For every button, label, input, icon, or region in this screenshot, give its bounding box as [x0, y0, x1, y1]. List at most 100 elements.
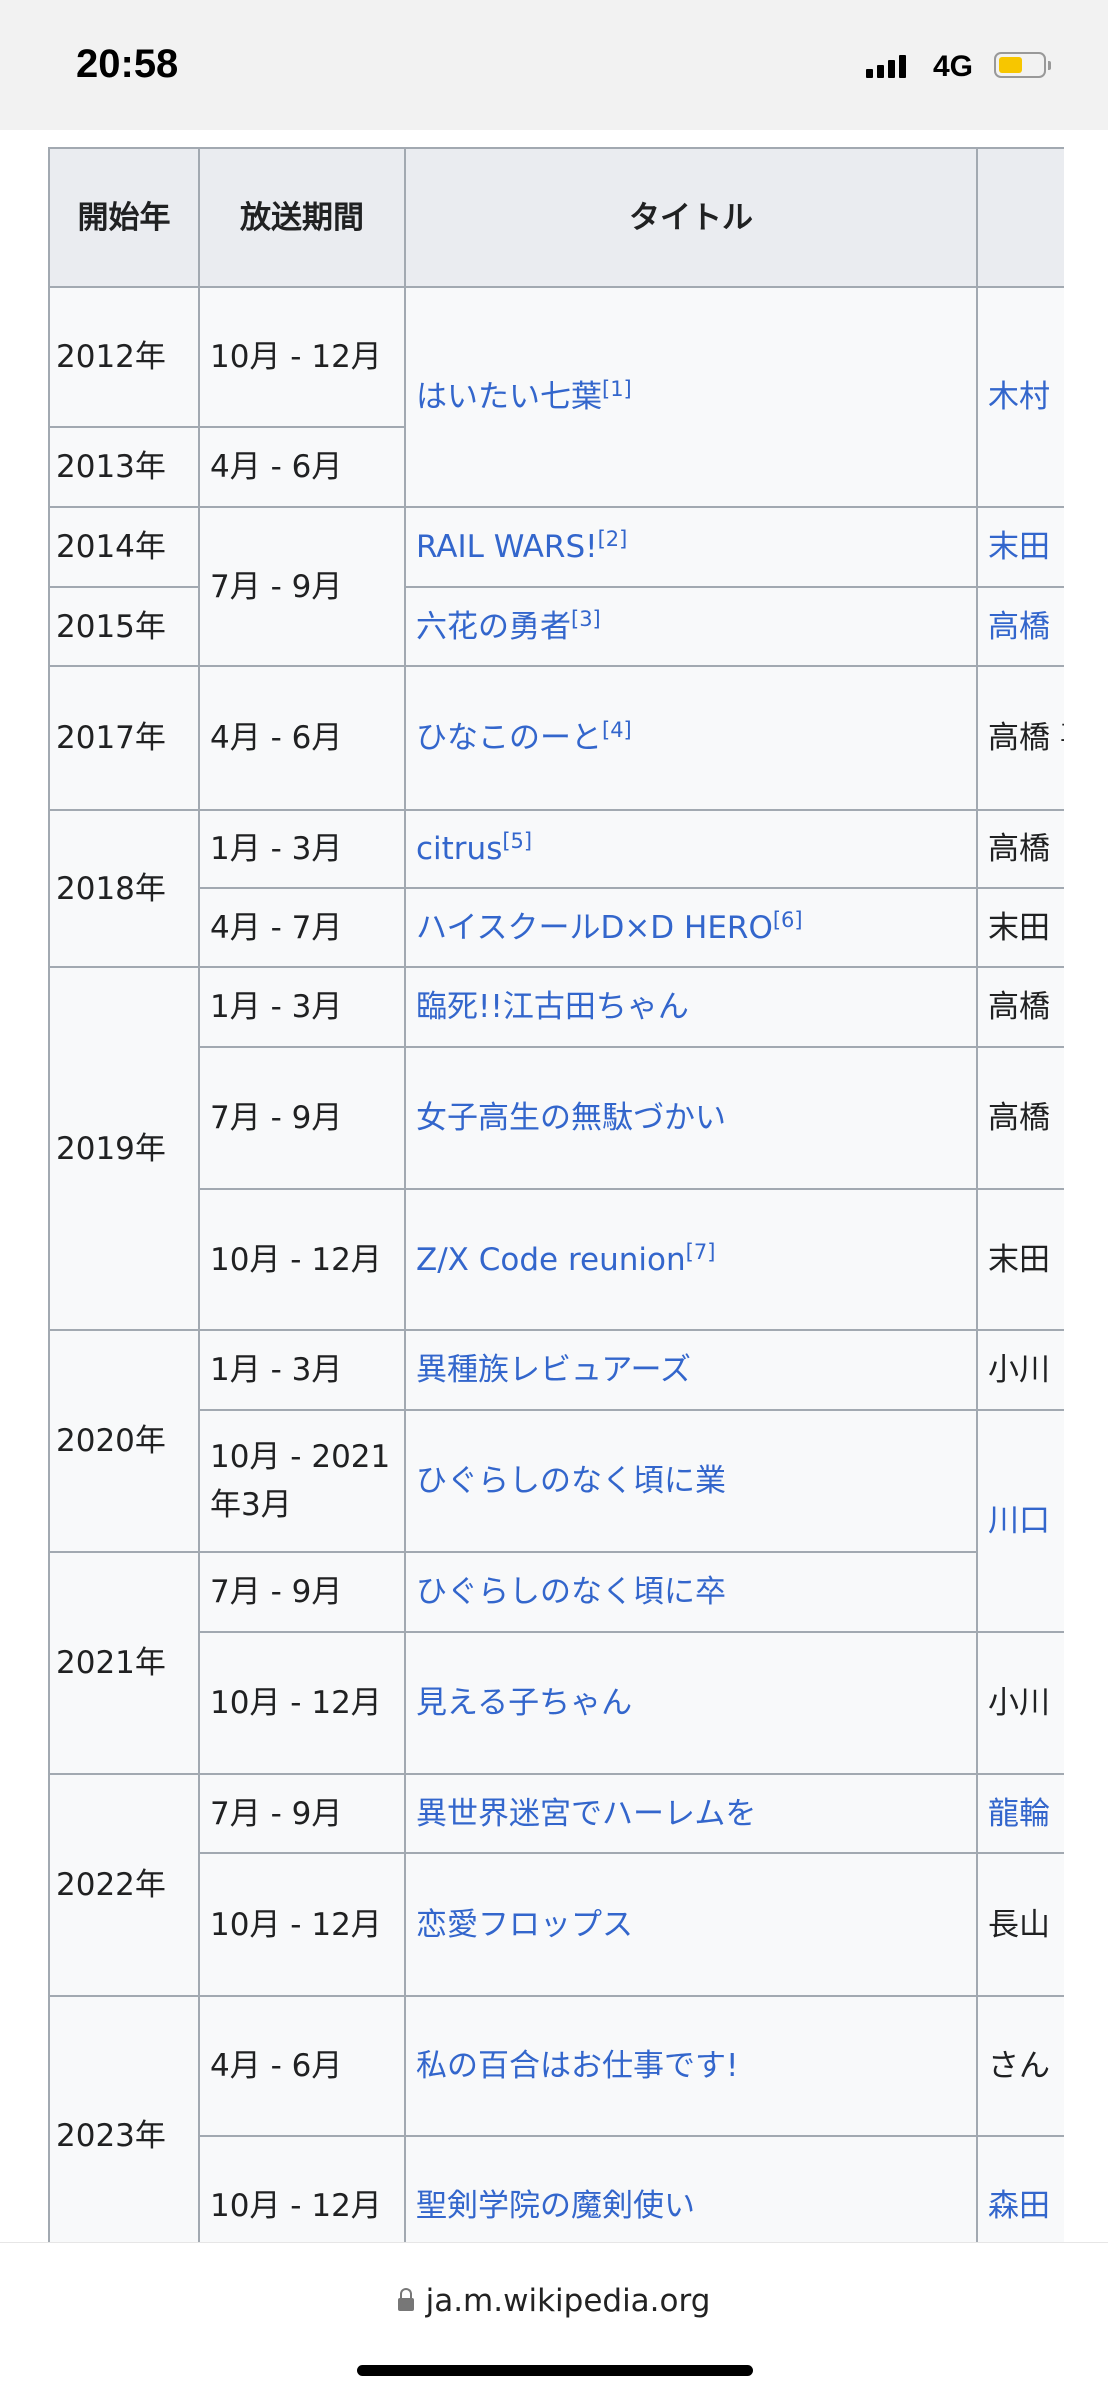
- cell-title: 恋愛フロップス: [404, 1852, 978, 1997]
- cell-title: 異世界迷宮でハーレムを: [404, 1773, 978, 1854]
- cell-period: 1月 - 3月: [198, 809, 406, 889]
- cell-title: RAIL WARS![2]: [404, 506, 978, 588]
- page-content: 開始年 放送期間 タイトル 2012年 10月 - 12月 はいたい七葉[1] 木村 2…: [0, 130, 1108, 2242]
- staff-link[interactable]: 森田: [988, 2188, 1050, 2224]
- cell-period: 10月 - 12月: [198, 1188, 406, 1331]
- staff-text: 高橋: [988, 989, 1050, 1025]
- title-link[interactable]: RAIL WARS!: [416, 529, 598, 565]
- reference-link[interactable]: [5]: [502, 829, 533, 853]
- title-link[interactable]: citrus: [416, 831, 503, 867]
- table-row: 10月 - 12月 見える子ちゃん 小川: [49, 1631, 1064, 1775]
- cell-staff: 高橋: [976, 809, 1064, 889]
- cell-title: ひぐらしのなく頃に卒: [404, 1551, 978, 1633]
- staff-text: 高橋: [988, 831, 1050, 867]
- title-link[interactable]: 見える子ちゃん: [416, 1685, 633, 1721]
- table-row: 2023年 4月 - 6月 私の百合はお仕事です! さん: [48, 1995, 1064, 2242]
- title-link[interactable]: Z/X Code reunion: [416, 1241, 686, 1278]
- staff-text: 末田: [988, 909, 1050, 946]
- cell-year: 2014年: [48, 506, 200, 588]
- cell-period: 10月 - 12月: [198, 286, 406, 428]
- cell-period: 10月 - 12月: [198, 1852, 406, 1997]
- cell-title: 異種族レビュアーズ: [404, 1329, 978, 1411]
- cell-staff: 高橋: [976, 966, 1064, 1048]
- cell-year: 2013年: [48, 426, 200, 508]
- reference-link[interactable]: [3]: [571, 606, 601, 631]
- cell-staff: 高橋 喜多: [976, 665, 1064, 811]
- cell-staff: 末田: [976, 506, 1064, 588]
- header-start-year: 開始年: [48, 147, 200, 288]
- header-title: タイトル: [404, 147, 978, 288]
- home-indicator[interactable]: [357, 2365, 753, 2376]
- cell-staff: 小川: [976, 1631, 1064, 1775]
- title-link[interactable]: ひぐらしのなく頃に業: [416, 1463, 726, 1499]
- cell-staff: 末田: [976, 1188, 1064, 1331]
- table-row: 2018年 1月 - 3月 citrus[5] 高橋: [48, 809, 1064, 968]
- title-link[interactable]: 異世界迷宮でハーレムを: [416, 1795, 757, 1832]
- url-text[interactable]: ja.m.wikipedia.org: [425, 2283, 711, 2319]
- title-link[interactable]: ハイスクールD×D HERO: [416, 909, 773, 946]
- staff-link[interactable]: 龍輪: [988, 1795, 1050, 1832]
- cell-title: 見える子ちゃん: [404, 1631, 978, 1775]
- table-row: 2019年 1月 - 3月 臨死!!江古田ちゃん 高橋: [48, 966, 1064, 1331]
- cell-year: 2017年: [48, 665, 200, 811]
- staff-link[interactable]: 木村: [988, 379, 1050, 415]
- cell-title: ひぐらしのなく頃に業: [404, 1409, 978, 1553]
- battery-icon: [994, 52, 1051, 78]
- cell-year: 2012年: [48, 286, 200, 428]
- cell-title: ハイスクールD×D HERO[6]: [404, 887, 978, 968]
- cell-period: 10月 - 12月: [198, 2135, 406, 2242]
- staff-link[interactable]: 川口: [988, 1503, 1050, 1539]
- cell-title: ひなこのーと[4]: [404, 665, 978, 811]
- table-scroll-container[interactable]: 開始年 放送期間 タイトル 2012年 10月 - 12月 はいたい七葉[1] 木村 2…: [48, 147, 1064, 2242]
- title-link[interactable]: 聖剣学院の魔剣使い: [416, 2188, 695, 2224]
- cell-period: 1月 - 3月: [198, 1329, 406, 1411]
- status-bar: 20:58 4G: [0, 0, 1108, 130]
- cell-staff: 川口: [976, 1409, 1064, 1633]
- cell-year: 2021年: [48, 1551, 200, 1775]
- reference-link[interactable]: [7]: [685, 1239, 716, 1264]
- browser-address-bar[interactable]: ja.m.wikipedia.org: [0, 2242, 1108, 2401]
- title-link[interactable]: ひなこのーと: [416, 720, 602, 756]
- cell-period: 7月 - 9月: [198, 506, 406, 667]
- title-link[interactable]: 私の百合はお仕事です!: [416, 2048, 739, 2084]
- cell-period: 4月 - 6月: [198, 1995, 406, 2137]
- title-link[interactable]: 六花の勇者: [416, 608, 571, 645]
- cell-year: 2015年: [48, 586, 200, 667]
- staff-text: 高橋 喜多: [988, 720, 1064, 756]
- table-row: 2015年 六花の勇者[3] 高橋: [48, 586, 1064, 667]
- table-row: 2012年 10月 - 12月 はいたい七葉[1] 木村: [48, 286, 1064, 508]
- reference-link[interactable]: [6]: [772, 907, 803, 932]
- staff-text: さん: [988, 2048, 1050, 2084]
- cell-year: 2020年: [48, 1329, 200, 1553]
- cell-period: 7月 - 9月: [198, 1551, 406, 1633]
- table-row: 10月 - 2021年3月 ひぐらしのなく頃に業川口: [49, 1409, 1064, 1633]
- table-row: 2014年 7月 - 9月 RAIL WARS![2] 末田: [48, 506, 1064, 667]
- cell-period: 10月 - 2021年3月: [198, 1409, 406, 1553]
- signal-icon: [866, 55, 906, 78]
- table-row: 10月 - 12月 聖剣学院の魔剣使い 森田: [49, 2135, 1064, 2242]
- cell-staff: 龍輪: [976, 1773, 1064, 1854]
- title-link[interactable]: ひぐらしのなく頃に卒: [416, 1574, 726, 1610]
- cell-title: Z/X Code reunion[7]: [404, 1188, 978, 1331]
- lock-icon: [397, 2288, 414, 2311]
- cell-period: 1月 - 3月: [198, 966, 406, 1048]
- reference-link[interactable]: [2]: [597, 527, 628, 551]
- staff-text: 高橋 さん: [988, 1100, 1064, 1136]
- title-link[interactable]: 臨死!!江古田ちゃん: [416, 989, 689, 1025]
- network-type: 4G: [933, 50, 974, 83]
- staff-link[interactable]: 高橋: [988, 608, 1050, 645]
- cell-year: 2019年: [48, 966, 200, 1331]
- cell-period: 7月 - 9月: [198, 1773, 406, 1854]
- clock: 20:58: [76, 42, 179, 86]
- reference-link[interactable]: [1]: [602, 377, 632, 401]
- title-link[interactable]: 異種族レビュアーズ: [416, 1352, 691, 1388]
- cell-title: 女子高生の無駄づかい: [404, 1046, 978, 1190]
- staff-link[interactable]: 末田: [988, 529, 1050, 565]
- title-link[interactable]: 恋愛フロップス: [416, 1906, 633, 1943]
- staff-text: 小川: [988, 1685, 1050, 1721]
- reference-link[interactable]: [4]: [602, 718, 632, 742]
- title-link[interactable]: 女子高生の無駄づかい: [416, 1100, 726, 1136]
- staff-text: 末田: [988, 1241, 1050, 1278]
- cell-title: はいたい七葉[1]: [404, 286, 978, 508]
- title-link[interactable]: はいたい七葉: [416, 379, 602, 415]
